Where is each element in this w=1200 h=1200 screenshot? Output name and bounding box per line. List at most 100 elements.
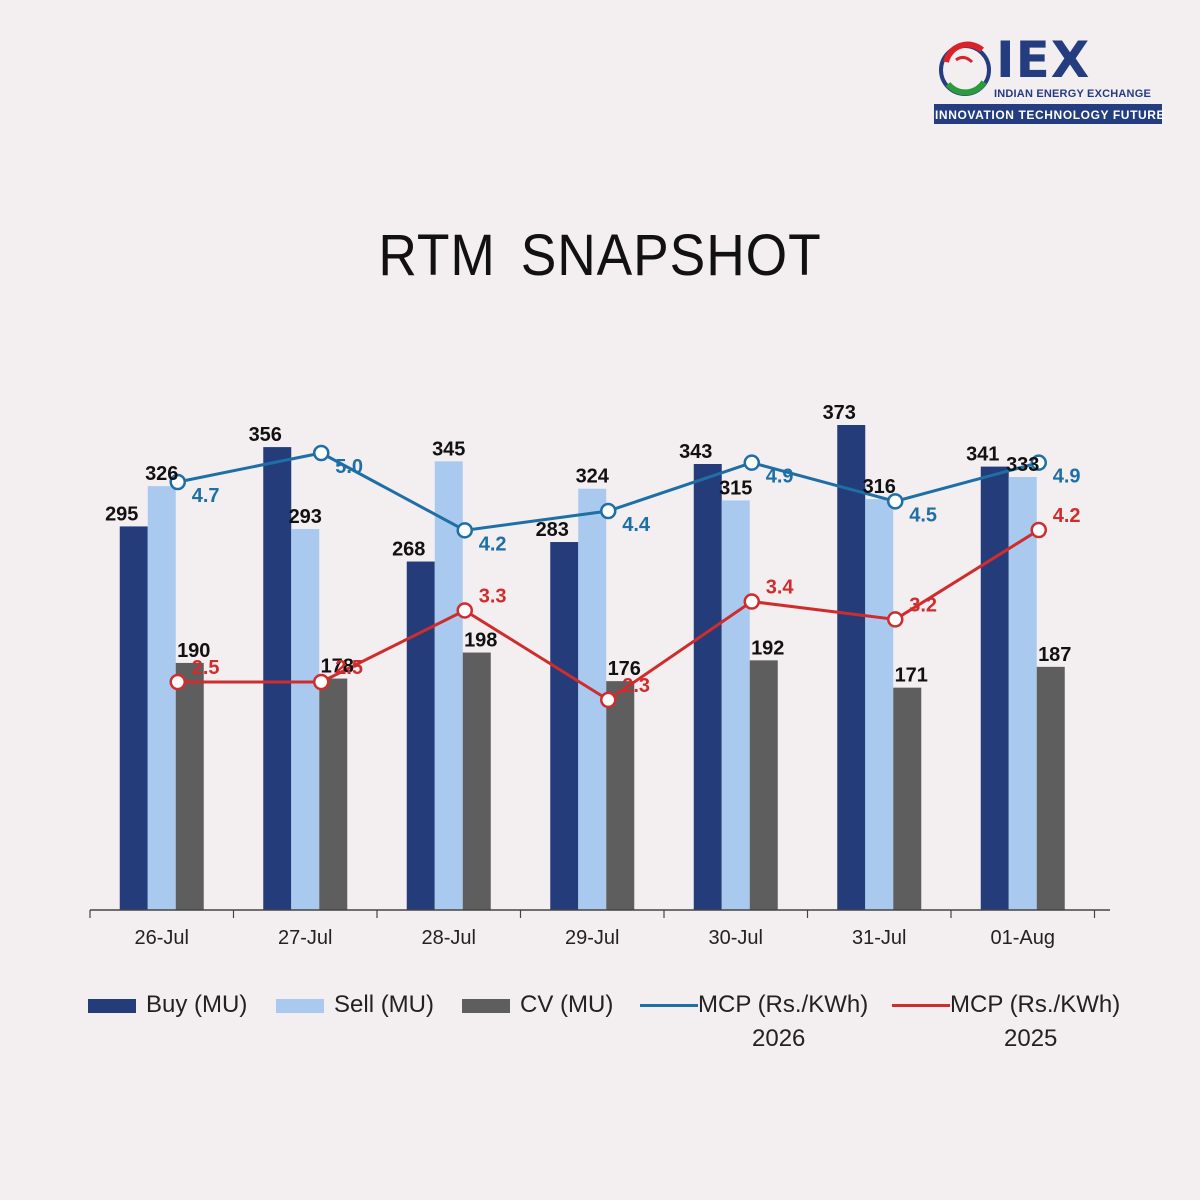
bar-buy-30-Jul <box>693 464 722 910</box>
cv-value-label: 176 <box>608 658 641 680</box>
mcp-2026-value-label: 4.9 <box>766 466 794 488</box>
mcp-2025-value-label: 4.2 <box>1053 505 1081 527</box>
bar-buy-31-Jul <box>837 425 866 910</box>
mcp-2025-point-27-Jul <box>313 673 330 691</box>
bar-sell-30-Jul <box>721 500 750 910</box>
legend-label: Buy (MU) <box>146 991 248 1018</box>
bar-cv-26-Jul <box>175 662 204 910</box>
iex-logo: IEX INDIAN ENERGY EXCHANGE INNOVATION TE… <box>934 31 1165 124</box>
x-tick-label-30-Jul: 30-Jul <box>709 927 763 949</box>
legend-swatch <box>276 999 324 1013</box>
bar-buy-27-Jul <box>263 447 292 910</box>
mcp-2026-point-29-Jul <box>600 502 617 520</box>
bar-sell-26-Jul <box>147 486 176 910</box>
mcp-2025-value-label: 3.4 <box>766 577 795 599</box>
x-tick-label-27-Jul: 27-Jul <box>278 927 332 949</box>
x-tick-label-31-Jul: 31-Jul <box>852 927 906 949</box>
bar-sell-01-Aug <box>1008 477 1037 910</box>
mcp-2026-value-label: 4.2 <box>479 533 507 555</box>
mcp-2025-value-label: 2.5 <box>192 657 220 679</box>
legend-label-year: 2026 <box>752 1025 806 1052</box>
mcp-2026-point-28-Jul <box>456 522 473 539</box>
mcp-2026-point-27-Jul <box>313 444 330 462</box>
mcp-2026-value-label: 4.5 <box>909 504 937 526</box>
cv-value-label: 192 <box>751 637 784 659</box>
bar-cv-28-Jul <box>462 652 491 910</box>
mcp-2025-value-label: 2.5 <box>335 657 363 679</box>
mcp-2026-point-31-Jul <box>887 493 904 510</box>
cv-value-label: 187 <box>1038 644 1071 666</box>
mcp-2026-value-label: 5.0 <box>335 456 363 478</box>
bar-buy-01-Aug <box>980 466 1009 910</box>
x-tick-label-29-Jul: 29-Jul <box>565 927 619 949</box>
x-tick-label-28-Jul: 28-Jul <box>422 927 476 949</box>
x-tick-label-01-Aug: 01-Aug <box>991 927 1056 949</box>
mcp-2026-point-30-Jul <box>743 454 760 471</box>
buy-value-label: 343 <box>679 441 712 463</box>
mcp-2026-point-26-Jul <box>169 473 186 491</box>
buy-value-label: 283 <box>536 519 569 541</box>
sell-value-label: 345 <box>432 438 465 460</box>
bar-cv-30-Jul <box>749 660 778 910</box>
legend-label-year: 2025 <box>1004 1025 1058 1052</box>
cv-value-label: 178 <box>321 656 354 678</box>
mcp-2025-point-01-Aug <box>1030 521 1047 539</box>
legend-label: MCP (Rs./KWh) <box>698 991 869 1018</box>
buy-value-label: 295 <box>105 503 138 525</box>
bar-cv-01-Aug <box>1036 666 1065 910</box>
legend-swatch <box>462 999 510 1013</box>
bars-layer <box>119 425 1065 910</box>
bar-sell-28-Jul <box>434 461 463 910</box>
chart-title: RTM SNAPSHOT <box>378 223 822 288</box>
mcp-2026-value-label: 4.9 <box>1053 466 1081 488</box>
legend-swatch <box>640 1004 698 1007</box>
bar-cv-27-Jul <box>319 678 348 910</box>
legend-swatch <box>88 999 136 1013</box>
x-axis: 26-Jul 27-Jul 28-Jul 29-Jul 30-Jul 31-Jul 01-A… <box>89 909 1110 949</box>
bar-buy-26-Jul <box>119 526 148 910</box>
sell-value-label: 333 <box>1006 454 1039 476</box>
bar-sell-27-Jul <box>291 529 320 910</box>
buy-value-label: 268 <box>392 539 425 561</box>
mcp-2025-point-26-Jul <box>169 673 186 691</box>
bar-cv-31-Jul <box>893 687 922 910</box>
chart-legend: Buy (MU) Sell (MU) CV (MU) MCP (Rs./KWh) 202… <box>88 988 1168 1068</box>
buy-value-label: 373 <box>823 402 856 424</box>
buy-value-label: 341 <box>966 444 999 466</box>
bar-sell-31-Jul <box>865 499 894 910</box>
mcp-2025-value-label: 2.3 <box>622 675 650 697</box>
logo-tagline: INNOVATION TECHNOLOGY FUTURE <box>934 104 1165 124</box>
legend-label: CV (MU) <box>520 991 614 1018</box>
mcp-2025-point-28-Jul <box>456 602 473 619</box>
sell-value-label: 326 <box>145 463 178 485</box>
mcp-2026-value-label: 4.4 <box>622 514 651 536</box>
bar-cv-29-Jul <box>606 681 635 910</box>
bar-buy-29-Jul <box>550 542 579 910</box>
mcp-2025-point-29-Jul <box>600 691 617 709</box>
x-tick-label-26-Jul: 26-Jul <box>135 927 189 949</box>
lines-layer <box>169 444 1047 709</box>
mcp-2025-point-30-Jul <box>743 593 760 610</box>
cv-value-label: 171 <box>895 665 928 687</box>
legend-label: MCP (Rs./KWh) <box>950 991 1121 1018</box>
mcp-2025-point-31-Jul <box>887 611 904 628</box>
mcp-2026-value-label: 4.7 <box>192 485 220 507</box>
buy-value-label: 356 <box>249 424 282 446</box>
cv-value-label: 190 <box>177 640 210 662</box>
mcp-2025-value-label: 3.2 <box>909 594 937 616</box>
sell-value-label: 293 <box>289 506 322 528</box>
legend-swatch <box>892 1004 950 1007</box>
sell-value-label: 324 <box>576 466 610 488</box>
cv-value-label: 198 <box>464 630 497 652</box>
legend-label: Sell (MU) <box>334 991 434 1018</box>
mcp-2025-value-label: 3.3 <box>479 585 507 607</box>
sell-value-label: 316 <box>863 476 896 498</box>
labels-layer: 295 326 190 356 293 178 268 345 198 283 324 176 343 3… <box>105 402 1081 697</box>
logo-wordmark: IEX <box>996 31 1091 89</box>
logo-subtitle: INDIAN ENERGY EXCHANGE <box>994 88 1151 100</box>
mcp-2026-point-01-Aug <box>1030 454 1047 471</box>
bar-buy-28-Jul <box>406 561 435 910</box>
iex-emblem-icon <box>939 41 991 96</box>
sell-value-label: 315 <box>719 477 752 499</box>
